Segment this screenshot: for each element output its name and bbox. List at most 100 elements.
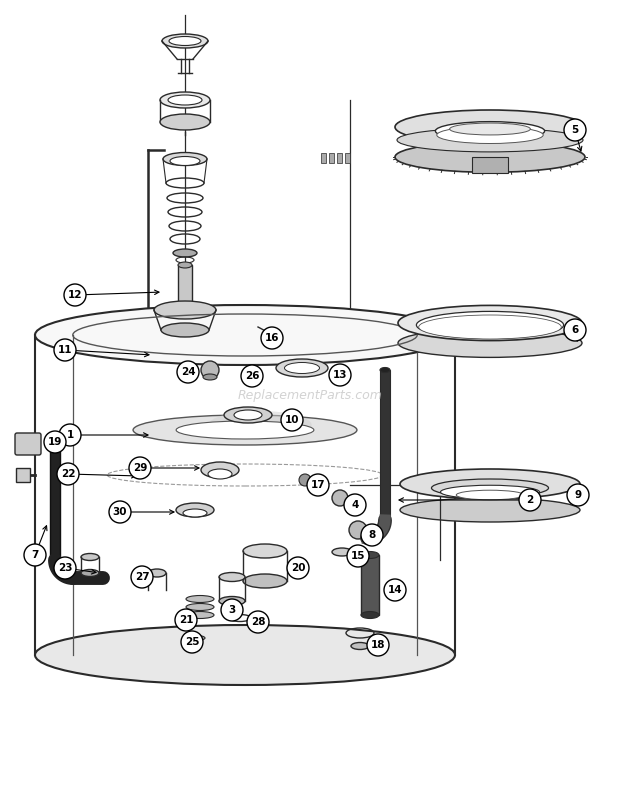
Ellipse shape	[183, 509, 207, 517]
Circle shape	[175, 609, 197, 631]
Text: 25: 25	[185, 637, 199, 647]
Circle shape	[44, 431, 66, 453]
Text: 9: 9	[575, 490, 582, 500]
Ellipse shape	[243, 574, 287, 588]
Circle shape	[349, 521, 367, 539]
Text: 17: 17	[311, 480, 326, 490]
Circle shape	[241, 365, 263, 387]
Text: 20: 20	[291, 563, 305, 573]
Circle shape	[131, 566, 153, 588]
Ellipse shape	[201, 462, 239, 478]
Text: 1: 1	[66, 430, 74, 440]
Ellipse shape	[50, 437, 60, 443]
Bar	[345, 153, 350, 163]
Circle shape	[344, 494, 366, 516]
Circle shape	[54, 339, 76, 361]
Text: 10: 10	[285, 415, 299, 425]
Ellipse shape	[162, 34, 208, 48]
Ellipse shape	[35, 625, 455, 685]
Text: 24: 24	[180, 367, 195, 377]
Circle shape	[384, 579, 406, 601]
Circle shape	[519, 489, 541, 511]
Ellipse shape	[351, 642, 369, 649]
Ellipse shape	[395, 110, 585, 144]
Ellipse shape	[397, 128, 583, 152]
Text: 13: 13	[333, 370, 347, 380]
Text: 2: 2	[526, 495, 534, 505]
Ellipse shape	[186, 604, 214, 611]
Circle shape	[564, 119, 586, 141]
Circle shape	[281, 409, 303, 431]
Ellipse shape	[168, 95, 202, 105]
Bar	[472, 157, 508, 173]
Ellipse shape	[285, 362, 319, 373]
Ellipse shape	[208, 411, 312, 439]
Text: 30: 30	[113, 507, 127, 517]
Text: 22: 22	[61, 469, 75, 479]
Text: 6: 6	[572, 325, 578, 335]
Ellipse shape	[148, 569, 166, 577]
Ellipse shape	[361, 611, 379, 619]
Ellipse shape	[398, 328, 582, 357]
Ellipse shape	[154, 301, 216, 319]
Ellipse shape	[133, 415, 357, 445]
Ellipse shape	[440, 485, 539, 499]
Bar	[178, 265, 192, 310]
Circle shape	[347, 545, 369, 567]
Circle shape	[54, 557, 76, 579]
Ellipse shape	[243, 544, 287, 558]
Ellipse shape	[176, 421, 314, 439]
Circle shape	[567, 484, 589, 506]
Text: 5: 5	[572, 125, 578, 135]
Circle shape	[361, 524, 383, 546]
Text: 15: 15	[351, 551, 365, 561]
Text: 19: 19	[48, 437, 62, 447]
Circle shape	[564, 319, 586, 341]
Circle shape	[329, 364, 351, 386]
Ellipse shape	[276, 359, 328, 377]
Ellipse shape	[417, 312, 564, 338]
Ellipse shape	[160, 92, 210, 108]
Circle shape	[307, 474, 329, 496]
Ellipse shape	[456, 490, 524, 499]
Bar	[50, 440, 60, 560]
Ellipse shape	[208, 469, 232, 479]
Ellipse shape	[173, 249, 197, 257]
Circle shape	[59, 424, 81, 446]
Text: ReplacementParts.com: ReplacementParts.com	[237, 388, 383, 402]
Circle shape	[201, 361, 219, 379]
Circle shape	[332, 490, 348, 506]
Text: 7: 7	[32, 550, 38, 560]
Ellipse shape	[400, 498, 580, 522]
Text: 26: 26	[245, 371, 259, 381]
Bar	[337, 153, 342, 163]
Bar	[361, 555, 379, 615]
Ellipse shape	[219, 596, 245, 605]
Circle shape	[181, 631, 203, 653]
Circle shape	[221, 599, 243, 621]
Text: 16: 16	[265, 333, 279, 343]
Ellipse shape	[437, 126, 543, 144]
Ellipse shape	[81, 570, 99, 577]
Circle shape	[177, 361, 199, 383]
Text: 29: 29	[133, 463, 147, 473]
Ellipse shape	[234, 410, 262, 420]
Circle shape	[242, 368, 254, 380]
Text: 11: 11	[58, 345, 73, 355]
Ellipse shape	[203, 374, 217, 380]
Bar	[321, 153, 326, 163]
Ellipse shape	[169, 36, 201, 46]
Text: 27: 27	[135, 572, 149, 582]
Ellipse shape	[219, 573, 245, 581]
Ellipse shape	[224, 407, 272, 423]
Circle shape	[247, 611, 269, 633]
Text: 28: 28	[250, 617, 265, 627]
Ellipse shape	[161, 323, 209, 337]
Ellipse shape	[332, 548, 352, 556]
Ellipse shape	[160, 114, 210, 130]
Circle shape	[24, 544, 46, 566]
Ellipse shape	[186, 611, 214, 619]
Ellipse shape	[35, 305, 455, 365]
Circle shape	[287, 557, 309, 579]
Ellipse shape	[418, 315, 561, 339]
